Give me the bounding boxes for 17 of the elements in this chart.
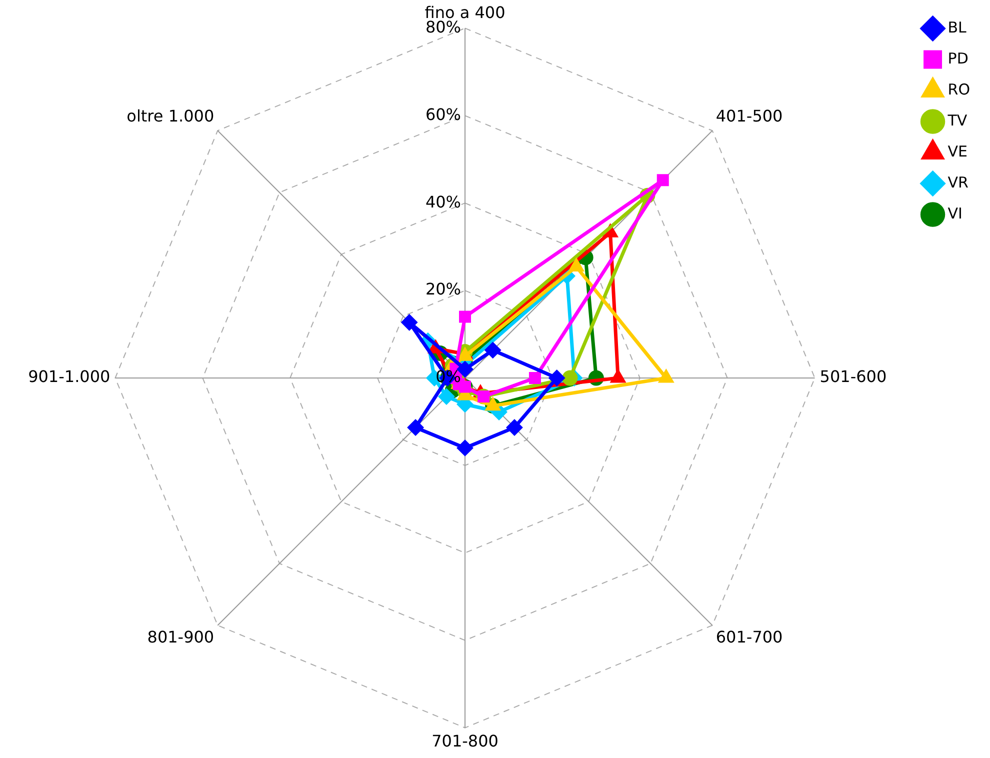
legend-label: BL (948, 18, 968, 36)
spoke-label: oltre 1.000 (126, 106, 214, 126)
spoke-label: 701-800 (432, 732, 498, 751)
y-tick-label: 20% (425, 280, 461, 299)
legend-label: VI (948, 204, 962, 222)
legend-label: VE (948, 142, 968, 160)
legend-label: PD (948, 49, 968, 68)
legend-label: VR (948, 173, 968, 192)
spoke-label: 801-900 (147, 628, 214, 647)
spoke-label: 501-600 (820, 367, 887, 386)
spoke-label: 401-500 (716, 106, 783, 126)
spoke-label: 601-700 (716, 628, 783, 647)
y-tick-label: 40% (425, 192, 461, 212)
legend-label: TV (946, 111, 968, 130)
y-tick-label: 60% (425, 104, 461, 124)
legend-label: RO (948, 80, 970, 98)
spoke-label: 901-1.000 (28, 367, 110, 386)
